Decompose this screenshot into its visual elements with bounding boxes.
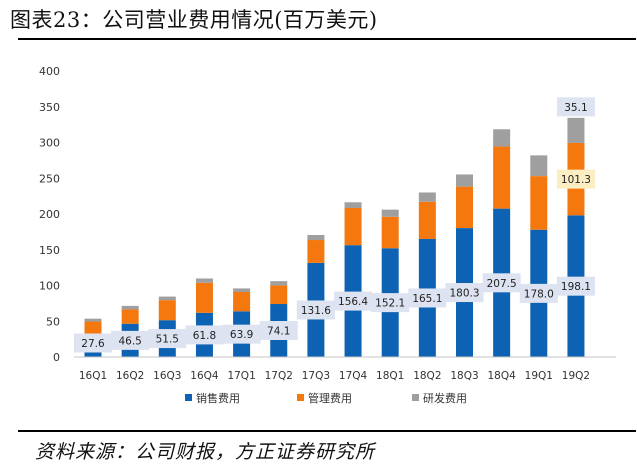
data-label-sales: 207.5 (487, 278, 517, 290)
data-label-sales: 46.5 (118, 335, 141, 347)
data-label-sales-box (482, 273, 521, 293)
legend: 销售费用 管理费用 研发费用 (185, 391, 467, 405)
x-axis: 16Q1 16Q2 16Q3 16Q4 17Q1 17Q2 17Q3 17Q4 18Q1 18Q2… (74, 356, 616, 382)
data-label-sales: 152.1 (375, 298, 405, 310)
bar-admin (493, 146, 511, 209)
x-tick-label: 17Q3 (302, 370, 330, 382)
bar-rnd (158, 296, 176, 301)
bar-admin (530, 176, 548, 230)
x-tick-label: 18Q1 (376, 370, 404, 382)
bar-rnd (567, 117, 585, 143)
bar-admin (381, 216, 399, 249)
bar-admin (158, 300, 176, 321)
bar-rnd (84, 318, 102, 322)
data-label-sales: 180.3 (449, 288, 479, 300)
bar-admin (456, 186, 473, 229)
data-label-sales: 74.1 (267, 326, 290, 338)
data-label-sales: 51.5 (156, 334, 179, 346)
legend-swatch (185, 394, 192, 401)
bar-rnd (381, 209, 399, 217)
legend-label: 研发费用 (423, 391, 467, 405)
x-tick-label: 16Q4 (190, 370, 219, 382)
bar-rnd (456, 174, 473, 187)
bar-rnd (121, 305, 139, 310)
bar-rnd (530, 155, 548, 177)
legend-label: 销售费用 (196, 391, 240, 405)
y-tick-label: 250 (39, 172, 60, 185)
data-label-sales: 63.9 (230, 329, 253, 341)
data-label-sales-box (334, 291, 373, 311)
bar-admin (418, 201, 436, 239)
y-axis: 0 50 100 150 200 250 300 350 400 (39, 65, 60, 364)
x-tick-label: 18Q4 (487, 370, 516, 382)
y-tick-label: 150 (39, 244, 60, 257)
x-tick-label: 19Q1 (525, 370, 553, 382)
stacked-bar-chart: 0 50 100 150 200 250 300 350 400 27.6 46.5 51.5 61.… (39, 65, 616, 405)
x-tick-label: 18Q3 (450, 370, 478, 382)
data-label-sales: 198.1 (561, 281, 591, 293)
data-label-sales-box (408, 288, 447, 308)
bars (84, 117, 585, 357)
bar-admin (84, 321, 102, 338)
bar-admin (195, 282, 213, 313)
data-label-sales-box (445, 283, 484, 303)
bar-rnd (233, 288, 251, 293)
legend-label: 管理费用 (308, 391, 352, 405)
data-label-sales-box (185, 325, 224, 345)
data-label-rnd: 35.1 (564, 102, 587, 114)
bar-rnd (344, 202, 362, 208)
y-tick-label: 50 (46, 315, 60, 328)
x-tick-label: 16Q3 (153, 370, 181, 382)
data-label-sales: 61.8 (193, 330, 216, 342)
y-tick-label: 400 (39, 65, 60, 78)
data-label-sales: 156.4 (338, 296, 368, 308)
y-tick-label: 300 (39, 137, 60, 150)
data-label-sales-box (74, 333, 112, 353)
y-tick-label: 200 (39, 208, 60, 221)
x-tick-label: 16Q2 (116, 370, 144, 382)
data-labels: 27.6 46.5 51.5 61.8 63.9 74.1 131.6 156.4 152.1 1… (74, 97, 595, 353)
bar-rnd (270, 281, 288, 286)
data-label-sales: 27.6 (81, 338, 105, 350)
bar-admin (307, 240, 325, 263)
legend-swatch (412, 394, 419, 401)
data-label-sales: 165.1 (412, 293, 442, 305)
x-tick-label: 18Q2 (413, 370, 441, 382)
x-tick-label: 17Q2 (265, 370, 293, 382)
chart-title: 图表23：公司营业费用情况(百万美元) (10, 8, 378, 32)
y-tick-label: 350 (39, 101, 60, 114)
bar-admin (233, 292, 251, 312)
data-label-sales: 178.0 (524, 288, 554, 300)
bar-admin (270, 285, 288, 305)
data-label-sales-box (259, 321, 298, 341)
data-label-sales-box (371, 293, 410, 313)
data-label-sales-box (556, 276, 595, 296)
data-label-sales: 131.6 (301, 305, 331, 317)
bottom-rule (18, 430, 636, 432)
legend-swatch (297, 394, 304, 401)
data-label-admin: 101.3 (561, 174, 591, 186)
data-label-rnd-box (556, 97, 595, 117)
x-tick-label: 16Q1 (79, 370, 107, 382)
y-tick-label: 0 (53, 351, 60, 364)
data-label-sales-box (519, 283, 558, 303)
bar-rnd (307, 235, 325, 241)
x-tick-label: 19Q2 (562, 370, 590, 382)
data-label-sales-box (296, 300, 335, 320)
x-tick-label: 17Q4 (339, 370, 368, 382)
source-note: 资料来源：公司财报，方正证券研究所 (35, 441, 376, 463)
data-label-admin-box (556, 169, 595, 189)
bar-rnd (195, 278, 213, 283)
x-tick-label: 17Q1 (227, 370, 255, 382)
y-tick-label: 100 (39, 280, 60, 293)
bar-rnd (493, 129, 511, 147)
bar-admin (344, 207, 362, 246)
top-rule (18, 38, 636, 40)
data-label-sales-box (111, 330, 150, 350)
bar-admin (121, 309, 139, 324)
data-label-sales-box (222, 324, 261, 344)
bar-rnd (418, 192, 436, 202)
data-label-sales-box (148, 329, 187, 349)
